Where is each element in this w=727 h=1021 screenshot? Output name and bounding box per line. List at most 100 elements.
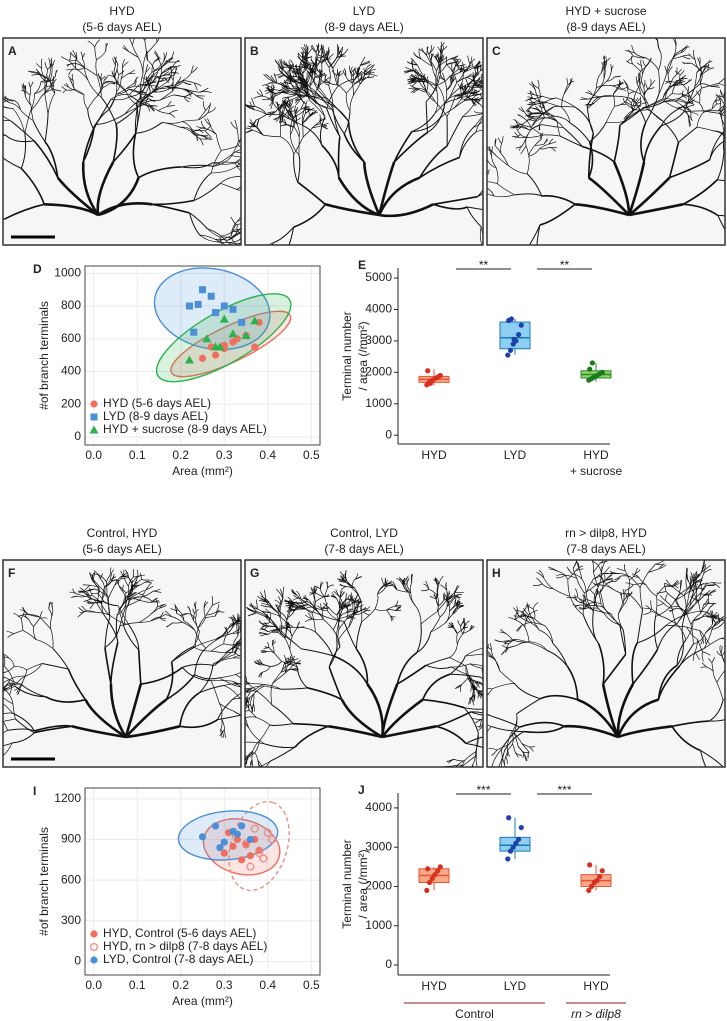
dendrite <box>566 290 573 293</box>
dendrite <box>485 95 486 110</box>
dendrite <box>245 781 259 785</box>
micrograph-background <box>487 38 725 245</box>
dendrite <box>524 253 526 279</box>
dendrite <box>484 677 485 684</box>
dendrite <box>471 269 477 275</box>
dendrite <box>518 777 519 783</box>
dendrite <box>477 773 481 777</box>
dendrite <box>566 289 567 296</box>
dendrite <box>559 293 560 301</box>
dendrite <box>250 251 258 260</box>
dendrite <box>528 298 538 309</box>
dendrite <box>221 787 230 788</box>
dendrite <box>562 290 566 299</box>
dendrite <box>521 772 525 778</box>
dendrite <box>471 269 476 277</box>
dendrite <box>212 254 218 255</box>
dendrite <box>512 279 520 285</box>
dendrite <box>484 677 485 684</box>
dendrite <box>567 289 576 292</box>
dendrite <box>527 291 528 303</box>
dendrite <box>243 125 244 134</box>
dendrite <box>246 771 250 788</box>
dendrite <box>255 251 259 263</box>
dendrite <box>470 269 471 277</box>
dendrite <box>219 254 221 259</box>
dendrite <box>524 303 527 310</box>
panel-title: (5-6 days AEL) <box>82 542 161 556</box>
dendrite <box>234 257 240 258</box>
dendrite <box>461 258 472 262</box>
dendrite <box>490 257 491 268</box>
dendrite <box>533 292 535 299</box>
dendrite <box>0 96 2 98</box>
dendrite <box>468 266 473 271</box>
dendrite <box>223 247 225 255</box>
dendrite <box>517 774 518 780</box>
dendrite <box>453 261 460 262</box>
dendrite <box>519 298 528 310</box>
dendrite <box>471 781 472 790</box>
dendrite <box>219 247 223 254</box>
dendrite <box>517 289 520 296</box>
dendrite <box>491 267 492 275</box>
dendrite <box>523 280 525 298</box>
dendrite <box>537 252 549 269</box>
dendrite <box>518 774 520 781</box>
dendrite <box>521 774 526 779</box>
dendrite <box>225 255 231 257</box>
dendrite <box>527 303 531 310</box>
dendrite <box>524 300 527 308</box>
dendrite <box>475 773 477 780</box>
dendrite <box>524 291 529 301</box>
dendrite <box>474 267 475 275</box>
dendrite <box>533 292 540 295</box>
dendrite <box>530 306 531 315</box>
dendrite <box>249 257 262 258</box>
dendrite <box>240 771 250 782</box>
dendrite <box>447 773 454 775</box>
dendrite <box>452 257 461 261</box>
dendrite <box>555 283 563 289</box>
dendrite <box>486 245 488 259</box>
dendrite <box>478 770 482 779</box>
dendrite <box>560 293 566 298</box>
dendrite <box>448 773 454 780</box>
dendrite <box>493 266 501 267</box>
dendrite <box>447 772 455 773</box>
dendrite <box>451 773 454 780</box>
dendrite <box>0 684 1 688</box>
dendrite <box>471 258 472 269</box>
dendrite <box>537 308 547 314</box>
panel-letter: A <box>8 44 17 58</box>
dendrite <box>521 300 527 304</box>
dendrite <box>484 99 487 113</box>
dendrite <box>519 301 524 306</box>
dendrite <box>242 689 244 699</box>
dendrite <box>484 177 485 187</box>
dendrite <box>488 257 490 265</box>
dendrite <box>563 289 568 294</box>
dendrite <box>236 258 240 263</box>
dendrite <box>471 258 473 269</box>
panel-title: (8-9 days AEL) <box>324 20 403 34</box>
dendrite <box>518 777 524 778</box>
dendrite <box>478 772 483 775</box>
panel-title: Control, HYD <box>87 526 158 540</box>
dendrite <box>467 781 472 787</box>
panel-title: Control, LYD <box>330 526 398 540</box>
dendrite <box>537 308 538 317</box>
dendrite <box>517 279 521 289</box>
dendrite <box>478 770 482 779</box>
dendrite <box>472 246 482 258</box>
dendrite <box>526 301 529 310</box>
dendrite <box>534 252 537 271</box>
dendrite <box>471 267 474 274</box>
dendrite <box>453 767 456 775</box>
dendrite <box>549 269 556 283</box>
dendrite <box>531 283 534 292</box>
dendrite <box>512 770 521 772</box>
panel-title: (8-9 days AEL) <box>566 20 645 34</box>
dendrite <box>518 309 519 321</box>
